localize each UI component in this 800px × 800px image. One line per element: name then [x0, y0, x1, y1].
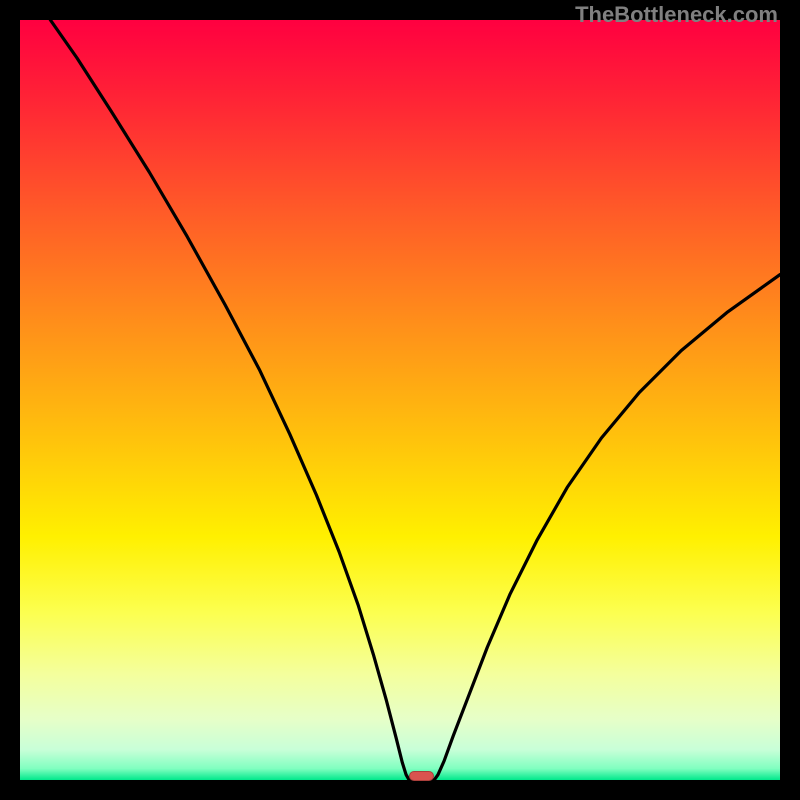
optimum-marker	[409, 771, 434, 781]
gradient-background	[20, 20, 780, 780]
bottleneck-chart: TheBottleneck.com	[0, 0, 800, 800]
plot-svg	[20, 20, 780, 780]
watermark-text: TheBottleneck.com	[575, 2, 778, 28]
